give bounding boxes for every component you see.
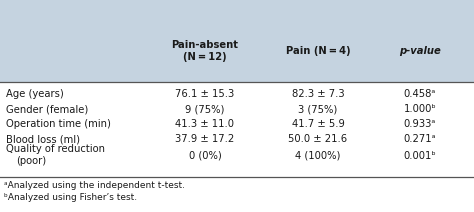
Text: Pain-absent: Pain-absent: [172, 40, 238, 50]
Text: 76.1 ± 15.3: 76.1 ± 15.3: [175, 89, 235, 99]
Text: 0.933ᵃ: 0.933ᵃ: [404, 119, 436, 129]
Text: 0 (0%): 0 (0%): [189, 151, 221, 161]
Text: 4 (100%): 4 (100%): [295, 151, 341, 161]
Text: ᵇAnalyzed using Fisher’s test.: ᵇAnalyzed using Fisher’s test.: [4, 194, 137, 202]
Text: 3 (75%): 3 (75%): [298, 104, 337, 114]
Text: 82.3 ± 7.3: 82.3 ± 7.3: [292, 89, 344, 99]
Text: 0.271ᵃ: 0.271ᵃ: [404, 134, 436, 144]
Bar: [0, 0, 474, 82]
Text: 41.3 ± 11.0: 41.3 ± 11.0: [175, 119, 235, 129]
Text: 50.0 ± 21.6: 50.0 ± 21.6: [289, 134, 347, 144]
Text: p-value: p-value: [399, 46, 441, 56]
Text: 0.001ᵇ: 0.001ᵇ: [404, 151, 437, 161]
Text: 41.7 ± 5.9: 41.7 ± 5.9: [292, 119, 345, 129]
Text: Blood loss (ml): Blood loss (ml): [6, 134, 80, 144]
Text: 0.458ᵃ: 0.458ᵃ: [404, 89, 436, 99]
Text: Quality of reduction: Quality of reduction: [6, 144, 105, 154]
Text: Gender (female): Gender (female): [6, 104, 88, 114]
Text: Age (years): Age (years): [6, 89, 64, 99]
Text: (poor): (poor): [16, 156, 46, 166]
Text: (N = 12): (N = 12): [183, 52, 227, 62]
Text: Operation time (min): Operation time (min): [6, 119, 111, 129]
Text: 1.000ᵇ: 1.000ᵇ: [404, 104, 437, 114]
Text: 9 (75%): 9 (75%): [185, 104, 225, 114]
Text: 37.9 ± 17.2: 37.9 ± 17.2: [175, 134, 235, 144]
Text: ᵃAnalyzed using the independent t-test.: ᵃAnalyzed using the independent t-test.: [4, 181, 185, 191]
Text: Pain (N = 4): Pain (N = 4): [286, 46, 350, 56]
